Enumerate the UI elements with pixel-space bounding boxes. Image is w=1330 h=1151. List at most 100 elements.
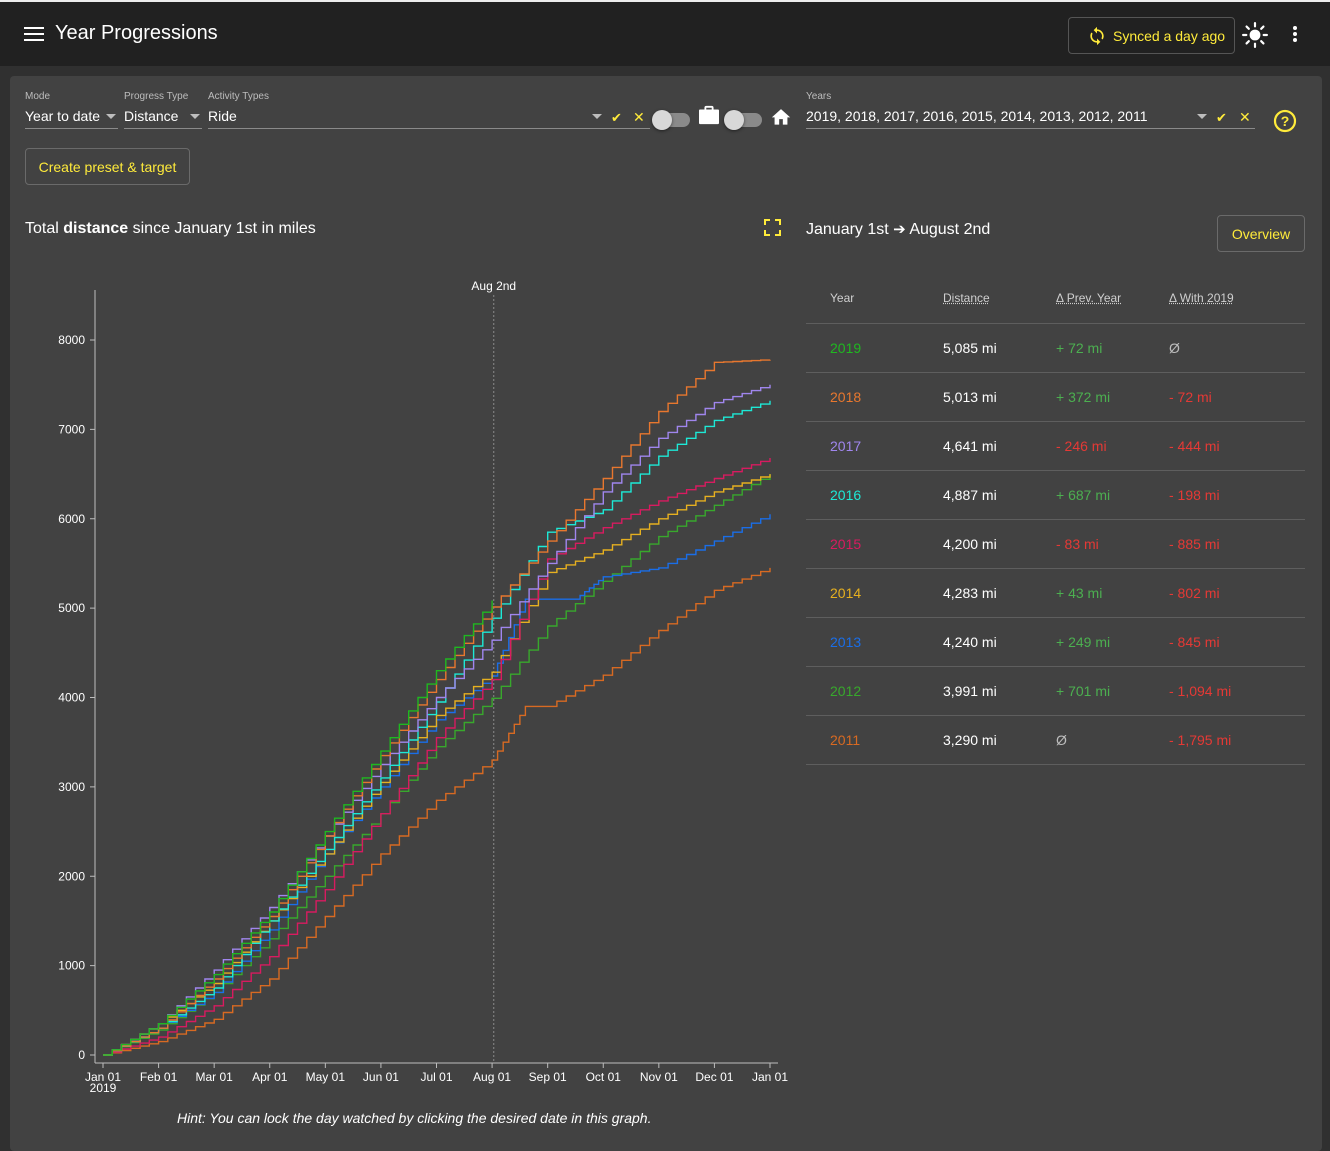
year-column-header: Year bbox=[806, 274, 942, 324]
table-row: 2017 4,641 mi - 246 mi - 444 mi bbox=[806, 421, 1305, 471]
y-tick-label: 6000 bbox=[58, 512, 85, 526]
create-preset-button[interactable]: Create preset & target bbox=[25, 148, 190, 185]
sync-button[interactable]: Synced a day ago bbox=[1068, 17, 1235, 54]
chart-title: Total distance since January 1st in mile… bbox=[25, 220, 316, 237]
series-line-2012 bbox=[103, 474, 771, 1056]
table-row: 2018 5,013 mi + 372 mi - 72 mi bbox=[806, 372, 1305, 422]
mode-value: Year to date bbox=[25, 108, 100, 124]
series-line-2019 bbox=[103, 600, 493, 1056]
distance-column-header[interactable]: Distance bbox=[942, 274, 1055, 324]
fullscreen-icon[interactable] bbox=[764, 219, 781, 236]
x-tick-label: Jan 01 bbox=[752, 1070, 788, 1084]
vs-2019-delta-cell: - 885 mi bbox=[1168, 519, 1305, 569]
menu-icon[interactable] bbox=[22, 24, 46, 46]
series-line-2017 bbox=[103, 384, 771, 1056]
progress-type-select[interactable]: Progress Type Distance bbox=[124, 91, 202, 129]
vs-2019-delta-cell: - 802 mi bbox=[1168, 568, 1305, 618]
distance-cell: 4,641 mi bbox=[942, 421, 1055, 471]
help-icon[interactable]: ? bbox=[1273, 109, 1297, 133]
distance-cell: 4,887 mi bbox=[942, 470, 1055, 520]
x-tick-label: Oct 01 bbox=[586, 1070, 622, 1084]
prev-year-delta-cell: - 83 mi bbox=[1055, 519, 1168, 569]
vs-2019-delta-cell: - 444 mi bbox=[1168, 421, 1305, 471]
years-select[interactable]: Years 2019, 2018, 2017, 2016, 2015, 2014… bbox=[806, 91, 1255, 129]
y-tick-label: 7000 bbox=[58, 422, 85, 436]
year-stats-table: Year Distance Δ Prev. Year Δ With 2019 2… bbox=[806, 274, 1305, 765]
series-line-2011 bbox=[103, 567, 771, 1056]
overview-button[interactable]: Overview bbox=[1217, 215, 1305, 252]
clear-years-icon[interactable]: ✕ bbox=[1239, 109, 1251, 125]
series-line-2015 bbox=[103, 458, 771, 1056]
briefcase-icon bbox=[699, 105, 719, 125]
clear-icon[interactable]: ✕ bbox=[633, 109, 645, 125]
year-cell: 2011 bbox=[806, 715, 942, 765]
table-row: 2019 5,085 mi + 72 mi Ø bbox=[806, 323, 1305, 373]
y-tick-label: 1000 bbox=[58, 959, 85, 973]
series-line-2013 bbox=[103, 514, 771, 1056]
prev-year-delta-cell: - 246 mi bbox=[1055, 421, 1168, 471]
commute-toggle[interactable] bbox=[652, 110, 690, 130]
prev-year-delta-cell: + 687 mi bbox=[1055, 470, 1168, 520]
distance-cell: 3,991 mi bbox=[942, 666, 1055, 716]
table-row: 2014 4,283 mi + 43 mi - 802 mi bbox=[806, 568, 1305, 618]
x-year-label: 2019 bbox=[90, 1081, 117, 1095]
year-cell: 2019 bbox=[806, 323, 942, 373]
select-all-icon[interactable]: ✔ bbox=[611, 110, 622, 125]
day-marker-label: Aug 2nd bbox=[471, 279, 516, 293]
date-range-title: January 1st ➔ August 2nd bbox=[806, 221, 991, 238]
year-cell: 2016 bbox=[806, 470, 942, 520]
mode-select[interactable]: Mode Year to date bbox=[25, 91, 118, 129]
more-options-icon[interactable] bbox=[1286, 24, 1304, 48]
prev-year-delta-cell: + 249 mi bbox=[1055, 617, 1168, 667]
prev-year-delta-cell: + 43 mi bbox=[1055, 568, 1168, 618]
prev-year-delta-cell: + 72 mi bbox=[1055, 323, 1168, 373]
chevron-down-icon bbox=[190, 114, 200, 119]
table-row: 2012 3,991 mi + 701 mi - 1,094 mi bbox=[806, 666, 1305, 716]
chevron-down-icon bbox=[592, 114, 602, 119]
vs-2019-delta-cell: - 1,795 mi bbox=[1168, 715, 1305, 765]
y-tick-label: 5000 bbox=[58, 601, 85, 615]
prev-year-delta-cell: Ø bbox=[1055, 715, 1168, 765]
x-tick-label: Jun 01 bbox=[363, 1070, 399, 1084]
y-tick-label: 4000 bbox=[58, 691, 85, 705]
activity-types-label: Activity Types bbox=[208, 91, 269, 102]
theme-toggle-icon[interactable] bbox=[1242, 22, 1268, 48]
mode-label: Mode bbox=[25, 91, 51, 102]
prev-year-delta-cell: + 701 mi bbox=[1055, 666, 1168, 716]
x-tick-label: Sep 01 bbox=[529, 1070, 567, 1084]
x-tick-label: Mar 01 bbox=[195, 1070, 233, 1084]
y-tick-label: 2000 bbox=[58, 869, 85, 883]
year-cell: 2017 bbox=[806, 421, 942, 471]
vs-2019-delta-cell: - 845 mi bbox=[1168, 617, 1305, 667]
distance-cell: 5,085 mi bbox=[942, 323, 1055, 373]
year-cell: 2015 bbox=[806, 519, 942, 569]
x-tick-label: Aug 01 bbox=[473, 1070, 511, 1084]
chart-hint: Hint: You can lock the day watched by cl… bbox=[177, 1110, 652, 1126]
y-tick-label: 3000 bbox=[58, 780, 85, 794]
distance-cell: 4,283 mi bbox=[942, 568, 1055, 618]
sync-icon bbox=[1090, 26, 1104, 45]
table-row: 2016 4,887 mi + 687 mi - 198 mi bbox=[806, 470, 1305, 520]
year-cell: 2012 bbox=[806, 666, 942, 716]
app-title: Year Progressions bbox=[55, 22, 218, 44]
progression-chart[interactable]: 0 1000 2000 3000 4000 5000 6000 7000 8000 Jan 01 F… bbox=[30, 270, 800, 1100]
year-cell: 2013 bbox=[806, 617, 942, 667]
x-tick-label: Apr 01 bbox=[252, 1070, 288, 1084]
progress-type-label: Progress Type bbox=[124, 91, 189, 102]
home-icon bbox=[771, 109, 791, 125]
vs-2019-column-header[interactable]: Δ With 2019 bbox=[1168, 274, 1305, 324]
distance-cell: 3,290 mi bbox=[942, 715, 1055, 765]
activity-types-select[interactable]: Activity Types Ride bbox=[208, 91, 650, 129]
table-row: 2011 3,290 mi Ø - 1,795 mi bbox=[806, 715, 1305, 765]
table-row: 2015 4,200 mi - 83 mi - 885 mi bbox=[806, 519, 1305, 569]
chevron-down-icon bbox=[1197, 114, 1207, 119]
app-bar: Year Progressions Synced a day ago bbox=[0, 0, 1330, 66]
x-tick-label: Jul 01 bbox=[420, 1070, 452, 1084]
years-value: 2019, 2018, 2017, 2016, 2015, 2014, 2013… bbox=[806, 108, 1148, 124]
svg-text:?: ? bbox=[1281, 113, 1290, 129]
select-all-years-icon[interactable]: ✔ bbox=[1216, 110, 1227, 125]
x-tick-label: Dec 01 bbox=[695, 1070, 733, 1084]
vs-2019-delta-cell: - 72 mi bbox=[1168, 372, 1305, 422]
home-trainer-toggle[interactable] bbox=[724, 110, 762, 130]
prev-year-column-header[interactable]: Δ Prev. Year bbox=[1055, 274, 1168, 324]
